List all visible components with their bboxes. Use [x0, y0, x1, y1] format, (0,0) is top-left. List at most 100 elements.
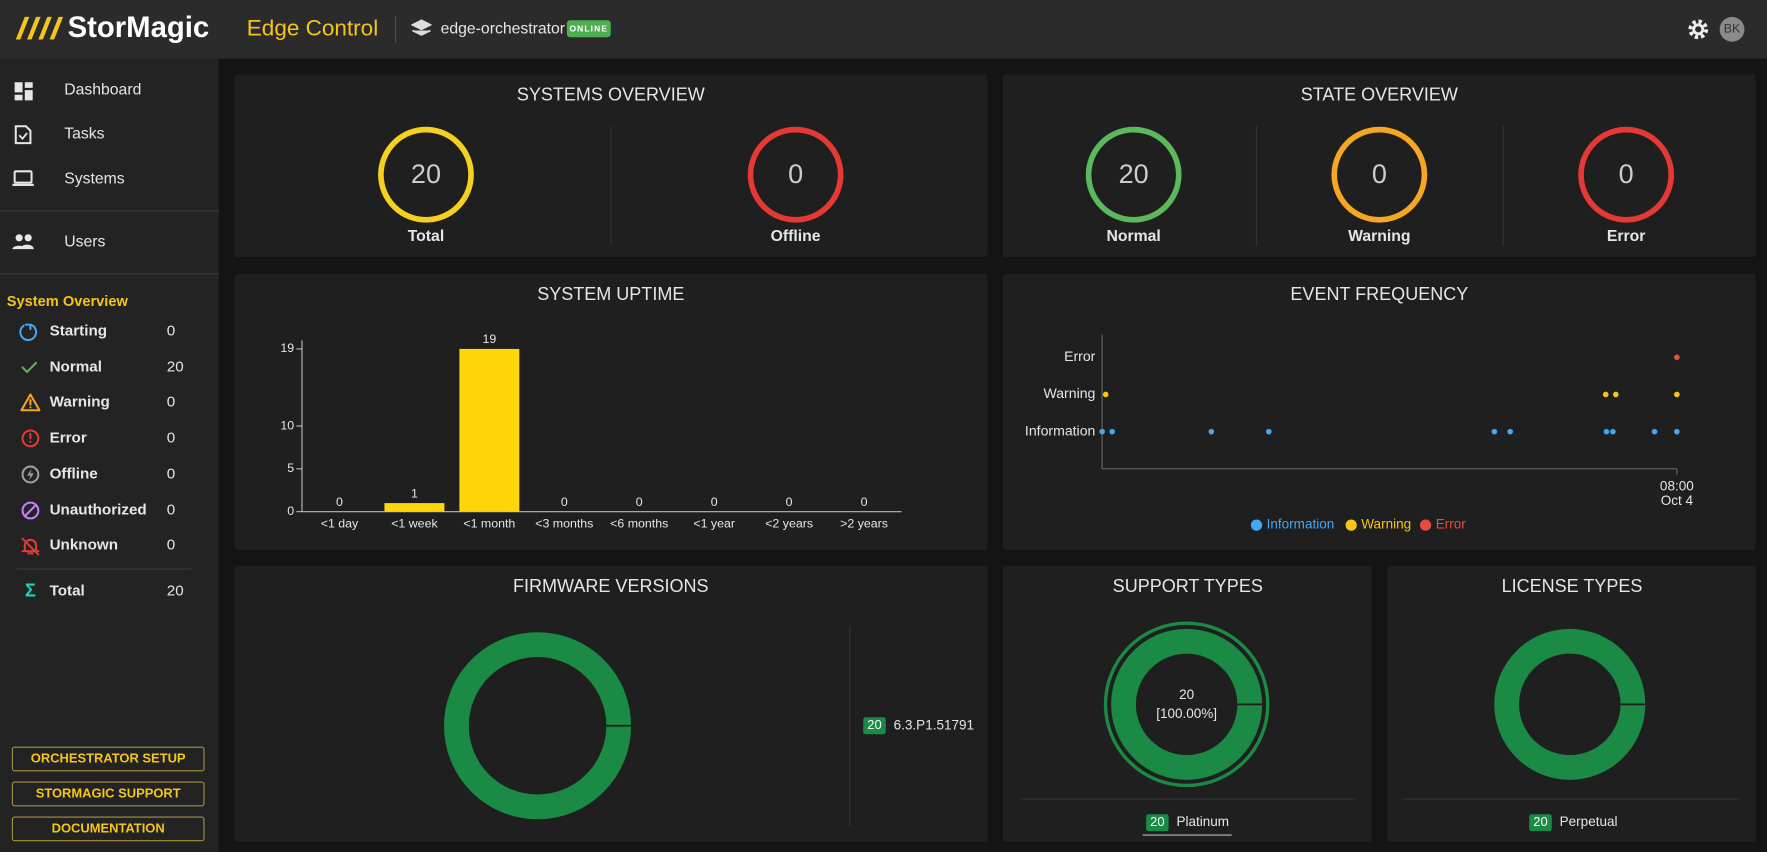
- legend-swatch: [1419, 519, 1432, 531]
- nav-item[interactable]: Systems: [64, 170, 125, 187]
- header: [0, 0, 1767, 59]
- ring-label: Normal: [1107, 228, 1161, 245]
- event-point: [1265, 428, 1272, 435]
- nav-item[interactable]: Users: [64, 233, 105, 250]
- ring-value: 0: [1619, 159, 1634, 189]
- event-point: [1507, 428, 1513, 435]
- legend-swatch: [1345, 519, 1357, 531]
- y-tick-label: 0: [287, 504, 294, 518]
- section-title: System Overview: [7, 294, 129, 310]
- status-count: 0: [167, 322, 175, 339]
- center-percent: [100.00%]: [1156, 706, 1217, 721]
- status-ring: [1085, 126, 1182, 223]
- button[interactable]: [11, 816, 205, 842]
- status-badge: [566, 20, 611, 38]
- event-point: [1603, 428, 1610, 435]
- x-tick-label: <1 month: [463, 516, 515, 530]
- layers-icon: [410, 19, 433, 36]
- event-point: [1674, 354, 1680, 361]
- value-label: 0: [561, 495, 568, 509]
- status-text: ONLINE: [569, 24, 608, 34]
- legend-label[interactable]: Error: [1436, 517, 1467, 532]
- status-label[interactable]: Error: [50, 429, 87, 446]
- legend-count: 20: [1533, 814, 1547, 829]
- status-ring: [378, 126, 474, 223]
- status-label[interactable]: Starting: [50, 322, 107, 339]
- status-label[interactable]: Offline: [50, 465, 98, 482]
- x-tick-label: >2 years: [840, 516, 888, 530]
- legend-count: 20: [867, 717, 881, 732]
- event-point: [1602, 391, 1609, 398]
- nav-item[interactable]: Dashboard: [64, 81, 141, 98]
- x-tick-label: <6 months: [610, 516, 668, 530]
- app-name: Edge Control: [247, 15, 378, 40]
- legend-label[interactable]: Warning: [1361, 517, 1411, 532]
- value-label: 0: [711, 495, 718, 509]
- value-label: 19: [482, 332, 496, 346]
- ring-label: Warning: [1348, 228, 1410, 245]
- panel-dividers: [610, 126, 1739, 836]
- panel-title: SYSTEMS OVERVIEW: [517, 85, 705, 105]
- status-label[interactable]: Total: [50, 583, 85, 600]
- ring-label: Offline: [771, 228, 821, 245]
- button-label: DOCUMENTATION: [52, 820, 165, 835]
- legend-label[interactable]: Perpetual: [1560, 814, 1618, 829]
- status-count: 20: [167, 583, 184, 600]
- event-point: [1612, 391, 1619, 398]
- status-label[interactable]: Normal: [50, 358, 102, 375]
- center-value: 20: [1179, 687, 1194, 702]
- y-category-label: Warning: [1043, 385, 1095, 401]
- button[interactable]: [11, 746, 205, 772]
- avatar[interactable]: [1719, 16, 1745, 42]
- legend-count: 20: [1150, 814, 1164, 829]
- event-point: [1102, 391, 1109, 398]
- event-point: [1491, 428, 1498, 435]
- button[interactable]: [11, 781, 205, 807]
- x-tick-label: <1 year: [693, 516, 735, 530]
- status-icons: Σ: [19, 323, 41, 600]
- bar: [384, 503, 445, 512]
- status-label[interactable]: Warning: [50, 393, 110, 410]
- legend-label[interactable]: Platinum: [1176, 814, 1229, 829]
- status-count: 0: [167, 536, 175, 553]
- y-tick-label: 10: [280, 418, 294, 432]
- sidebar: [0, 58, 219, 852]
- legend-label[interactable]: Information: [1267, 517, 1335, 532]
- status-label[interactable]: Unauthorized: [50, 502, 147, 519]
- value-label: 0: [861, 495, 868, 509]
- x-tick-label: <1 day: [321, 516, 359, 530]
- button-label: ORCHESTRATOR SETUP: [31, 750, 186, 765]
- event-point: [1674, 391, 1680, 398]
- status-ring: [747, 126, 844, 223]
- status-count: 0: [167, 465, 175, 482]
- ring-value: 20: [1119, 159, 1149, 189]
- panel-title: SUPPORT TYPES: [1113, 576, 1263, 596]
- event-point: [1651, 428, 1658, 435]
- ring-label: Total: [408, 228, 445, 245]
- status-label[interactable]: Unknown: [50, 536, 118, 553]
- legend-badge: [863, 717, 886, 735]
- settings-icon[interactable]: [1688, 19, 1709, 40]
- bar: [459, 348, 520, 512]
- brand[interactable]: StorMagic: [68, 11, 210, 44]
- hover-halo: [1103, 621, 1270, 788]
- panel-title: FIRMWARE VERSIONS: [513, 576, 709, 596]
- orchestrator-name[interactable]: edge-orchestrator: [441, 20, 565, 37]
- legend-label[interactable]: 6.3.P1.51791: [894, 717, 974, 732]
- panel-title: STATE OVERVIEW: [1301, 85, 1458, 105]
- event-point: [1099, 428, 1105, 435]
- status-count: 0: [167, 429, 175, 446]
- event-point: [1208, 428, 1215, 435]
- y-category-label: Error: [1064, 348, 1096, 364]
- x-tick-label: <2 years: [765, 516, 813, 530]
- event-point: [1674, 428, 1680, 435]
- event-point: [1610, 428, 1616, 435]
- value-label: 1: [411, 486, 418, 500]
- nav-item[interactable]: Tasks: [64, 125, 104, 142]
- nav-icons: [12, 82, 34, 250]
- ring-value: 0: [788, 159, 803, 189]
- value-label: 0: [636, 495, 643, 509]
- x-tick-label: <3 months: [535, 516, 593, 530]
- x-date-label: Oct 4: [1661, 493, 1694, 508]
